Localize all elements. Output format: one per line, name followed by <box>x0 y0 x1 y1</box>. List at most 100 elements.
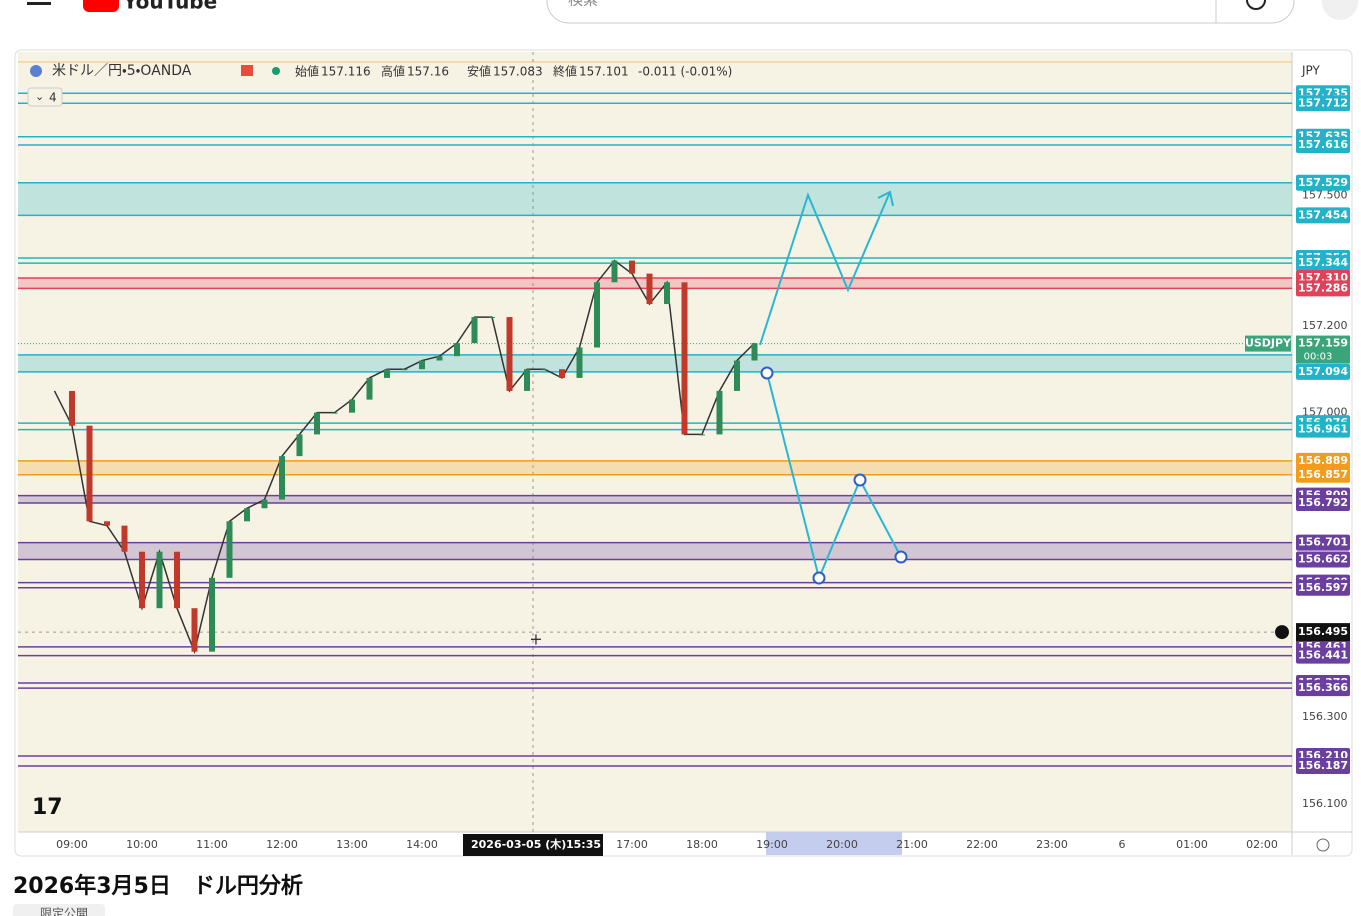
anchor-point[interactable] <box>812 571 826 585</box>
crosshair-price: 156.495 <box>1298 625 1348 638</box>
search-box[interactable] <box>546 0 1295 24</box>
candle <box>121 525 128 552</box>
candle <box>279 456 285 500</box>
mic-button[interactable] <box>1322 0 1358 20</box>
level-label-box <box>1296 466 1350 483</box>
candle <box>646 273 653 305</box>
candle <box>191 608 198 652</box>
crosshair-time: 15:35 <box>566 838 601 851</box>
crosshair-cursor: + <box>529 630 542 649</box>
current-price: 157.159 <box>1298 337 1348 350</box>
y-tick-label: 157.200 <box>1302 319 1348 332</box>
x-tick-label: 10:00 <box>126 838 158 851</box>
x-tick-label: 18:00 <box>686 838 718 851</box>
current-symbol-box <box>1245 335 1291 352</box>
zone <box>18 460 1292 475</box>
level-label-box <box>1296 136 1350 153</box>
level-label-box <box>1296 534 1350 551</box>
symbol[interactable]: 米ドル／円・5・OANDA <box>52 63 192 79</box>
logo-icon[interactable] <box>83 0 119 12</box>
candle <box>524 369 530 391</box>
level-label: 156.701 <box>1298 536 1348 549</box>
x-tick-label: 20:00 <box>826 838 858 851</box>
countdown: 00:03 <box>1304 352 1333 363</box>
logo-text[interactable]: YouTube <box>122 0 217 14</box>
candle <box>226 521 233 578</box>
crosshair-date: 2026-03-05 (木) <box>471 837 566 851</box>
candle <box>664 282 670 305</box>
current-symbol: USDJPY <box>1245 337 1292 350</box>
anchor-point[interactable] <box>853 473 867 487</box>
anchor-point[interactable] <box>760 366 774 380</box>
zone <box>18 354 1292 372</box>
candle <box>104 521 110 526</box>
change: -0.011 (-0.01%) <box>638 65 732 79</box>
candle <box>629 260 635 274</box>
forecast-down <box>766 372 902 582</box>
ohlc-label: 終値 <box>553 64 577 79</box>
candle <box>419 360 425 370</box>
x-tick-label: 19:00 <box>756 838 788 851</box>
level-label-box <box>1296 255 1350 272</box>
candle <box>156 551 163 609</box>
level-label-box <box>1296 579 1350 596</box>
candle <box>541 369 548 371</box>
level-label: 156.441 <box>1298 649 1348 662</box>
zone <box>18 277 1292 289</box>
level-label: 157.529 <box>1298 176 1348 189</box>
crosshair-price-box <box>1296 623 1350 642</box>
level-label-box <box>1296 495 1350 512</box>
x-tick-label: 14:00 <box>406 838 438 851</box>
video-title: 2026年3月5日 ドル円分析 <box>13 873 303 899</box>
level-label: 157.454 <box>1298 208 1348 221</box>
candle <box>314 412 320 435</box>
x-tick-label: 21:00 <box>896 838 928 851</box>
currency[interactable]: JPY <box>1301 64 1321 78</box>
anchor-point[interactable] <box>894 550 908 564</box>
search-button[interactable] <box>1246 0 1266 10</box>
candle <box>139 551 145 609</box>
candle <box>506 317 513 391</box>
level-label-box <box>1296 280 1350 297</box>
level-label: 157.286 <box>1298 281 1348 294</box>
crosshair-time-box <box>463 834 603 856</box>
level-label-box <box>1296 551 1350 568</box>
level-label-box <box>1296 421 1350 438</box>
x-tick-label: 01:00 <box>1176 838 1208 851</box>
level-label: 156.961 <box>1298 423 1348 436</box>
x-tick-label: 6 <box>1119 838 1126 851</box>
candle <box>384 369 390 378</box>
menu-icon[interactable] <box>27 2 51 5</box>
candle <box>436 356 443 361</box>
candle <box>366 377 373 400</box>
ohlc-value: 157.083 <box>493 65 543 79</box>
level-label: 156.366 <box>1298 681 1348 694</box>
level-label-box <box>1296 680 1350 697</box>
add-alert[interactable] <box>1275 625 1289 640</box>
forecast-up <box>759 191 891 346</box>
level-label-box <box>1296 207 1350 224</box>
level-label: 156.792 <box>1298 496 1348 509</box>
ohlc-label: 始値 <box>295 64 319 79</box>
candle <box>349 399 355 413</box>
market-status <box>272 67 280 75</box>
candle <box>261 499 268 509</box>
candle <box>734 360 740 391</box>
arrow-head <box>877 190 894 207</box>
x-tick-label: 11:00 <box>196 838 228 851</box>
level-label: 156.662 <box>1298 553 1348 566</box>
flag-marker <box>241 65 253 76</box>
level-label: 157.094 <box>1298 365 1348 378</box>
level-label-box <box>1296 363 1350 380</box>
candle <box>401 369 408 371</box>
level-label: 157.712 <box>1298 96 1348 109</box>
level-label-box <box>1296 757 1350 774</box>
candle <box>471 317 478 344</box>
level-label-box <box>1296 95 1350 112</box>
candle <box>716 390 723 435</box>
indicator-toggle[interactable] <box>27 87 63 107</box>
level-label-box <box>1296 174 1350 191</box>
y-tick-label: 156.300 <box>1302 710 1348 723</box>
settings-icon[interactable] <box>1316 838 1330 852</box>
